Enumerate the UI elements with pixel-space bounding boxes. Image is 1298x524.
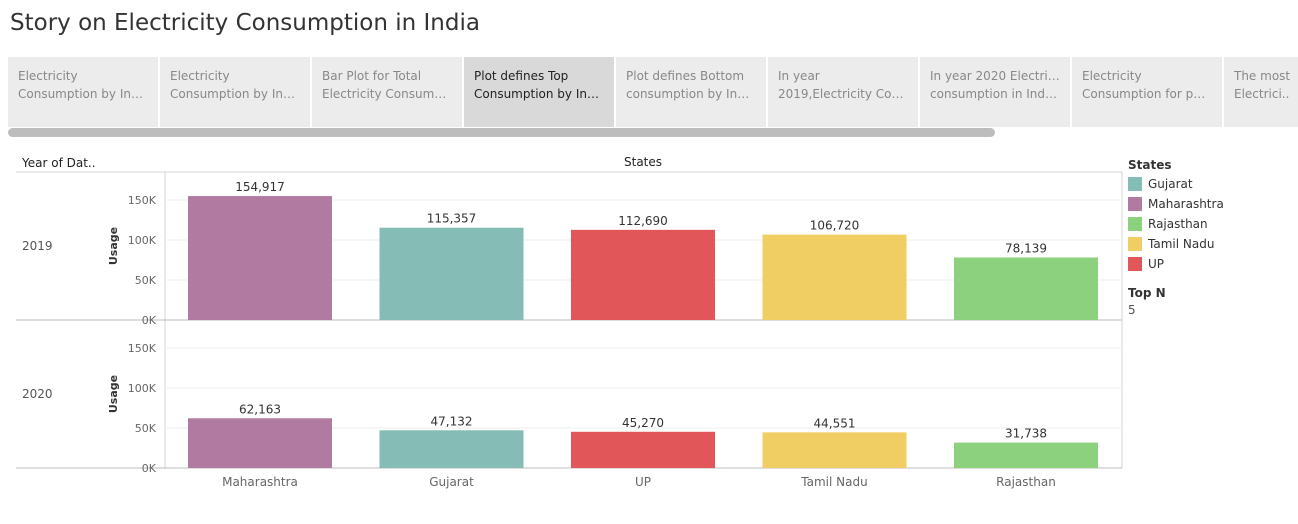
story-tab-3[interactable]: Bar Plot for Total Electricity Consumpti.… [312, 57, 462, 127]
legend-item[interactable]: Rajasthan [1128, 214, 1224, 234]
legend-label: UP [1148, 257, 1165, 271]
y-tick-label: 50K [135, 274, 157, 287]
y-axis-title: Usage [107, 375, 120, 413]
story-point-tabs: Electricity Consumption by India.. Electri… [8, 57, 1298, 127]
x-tick-label: Maharashtra [222, 475, 298, 489]
y-axis-title: Usage [107, 227, 120, 265]
y-tick-label: 100K [128, 382, 157, 395]
x-tick-label: UP [635, 475, 651, 489]
legend-swatch [1128, 217, 1142, 231]
legend-title: States [1128, 158, 1172, 172]
bar-maharashtra [188, 418, 332, 468]
data-label: 47,132 [431, 414, 473, 428]
story-tab-2[interactable]: Electricity Consumption by India.. [160, 57, 310, 127]
legend-swatch [1128, 257, 1142, 271]
top-n-value[interactable]: 5 [1128, 303, 1136, 317]
data-label: 112,690 [618, 214, 668, 228]
y-tick-label: 0K [142, 314, 157, 327]
data-label: 44,551 [814, 416, 856, 430]
bar-gujarat [379, 227, 524, 320]
bar-tamil-nadu [762, 234, 907, 320]
legend-swatch [1128, 197, 1142, 211]
y-tick-label: 0K [142, 462, 157, 475]
legend-label: Rajasthan [1148, 217, 1208, 231]
legend-item[interactable]: Maharashtra [1128, 194, 1224, 214]
x-tick-label: Rajasthan [996, 475, 1056, 489]
data-label: 45,270 [622, 416, 664, 430]
y-tick-label: 150K [128, 342, 157, 355]
data-label: 78,139 [1005, 241, 1047, 255]
year-label: 2019 [22, 239, 53, 253]
data-label: 31,738 [1005, 427, 1047, 441]
y-tick-label: 100K [128, 234, 157, 247]
story-tab-8[interactable]: Electricity Consumption for peri.. [1072, 57, 1222, 127]
top-n-label: Top N [1128, 286, 1166, 300]
top-n-parameter[interactable]: Top N 5 [1128, 286, 1166, 317]
story-tab-5[interactable]: Plot defines Bottom consumption by India.… [616, 57, 766, 127]
legend: States Gujarat Maharashtra Rajasthan Tamil … [1128, 158, 1224, 274]
legend-label: Gujarat [1148, 177, 1193, 191]
y-tick-label: 150K [128, 194, 157, 207]
x-tick-label: Gujarat [429, 475, 474, 489]
data-label: 106,720 [810, 219, 860, 233]
story-tab-6[interactable]: In year 2019,Electricity Cons.. [768, 57, 918, 127]
data-label: 62,163 [239, 402, 281, 416]
legend-item[interactable]: Gujarat [1128, 174, 1224, 194]
column-field-header: States [624, 155, 663, 169]
bar-maharashtra [188, 196, 332, 320]
x-tick-label: Tamil Nadu [800, 475, 867, 489]
bar-up [571, 229, 715, 320]
story-tab-4[interactable]: Plot defines Top Consumption by India.. [464, 57, 614, 127]
bar-tamil-nadu [762, 432, 907, 468]
bar-rajasthan [954, 442, 1098, 468]
story-tab-1[interactable]: Electricity Consumption by India.. [8, 57, 158, 127]
y-tick-label: 50K [135, 422, 157, 435]
row-field-header: Year of Dat.. [22, 156, 96, 170]
tabs-scrollbar[interactable] [8, 128, 995, 137]
bar-gujarat [379, 430, 524, 468]
legend-item[interactable]: Tamil Nadu [1128, 234, 1224, 254]
legend-label: Maharashtra [1148, 197, 1224, 211]
legend-swatch [1128, 237, 1142, 251]
story-tab-9[interactable]: The most Electrici.. [1224, 57, 1298, 127]
bar-up [571, 431, 715, 468]
data-label: 115,357 [427, 212, 477, 226]
story-tab-7[interactable]: In year 2020 Electricity consumption in I… [920, 57, 1070, 127]
legend-label: Tamil Nadu [1148, 237, 1215, 251]
legend-swatch [1128, 177, 1142, 191]
data-label: 154,917 [235, 180, 285, 194]
legend-item[interactable]: UP [1128, 254, 1224, 274]
year-label: 2020 [22, 387, 53, 401]
bar-rajasthan [954, 257, 1098, 320]
story-title: Story on Electricity Consumption in Indi… [10, 10, 480, 36]
